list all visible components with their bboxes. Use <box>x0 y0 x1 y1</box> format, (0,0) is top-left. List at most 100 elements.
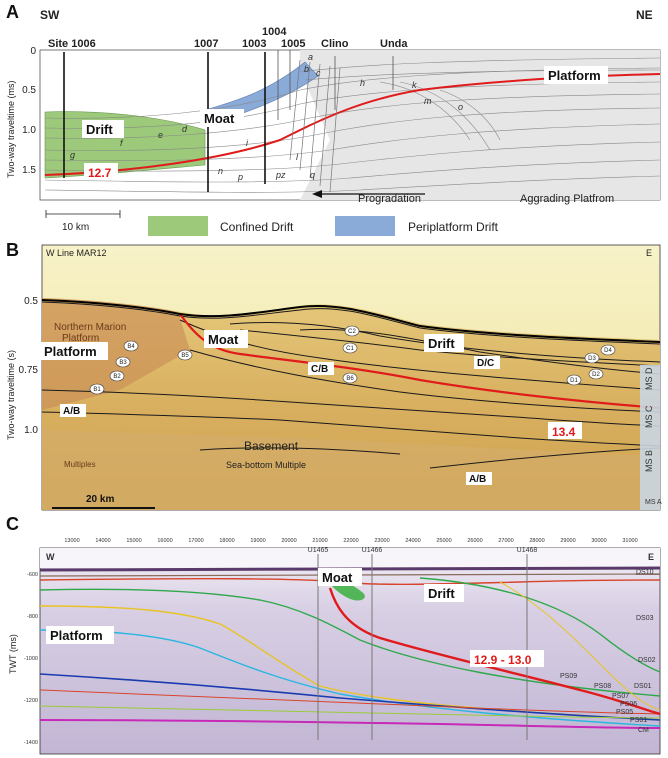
ms-label-d: MS D <box>644 367 654 390</box>
panel-c-y-tick: -1400 <box>24 740 38 746</box>
panel-c-west: W <box>46 552 55 562</box>
panel-b-ab-left-label: A/B <box>63 406 80 417</box>
panel-c-x-tick: 28000 <box>529 538 544 544</box>
panel-c-letter: C <box>6 514 19 534</box>
seq-circle-b1: B1 <box>89 383 105 395</box>
well-u1468-label: U1468 <box>517 547 538 554</box>
ms-label-c: MS C <box>644 405 654 428</box>
legend-periplatform-swatch <box>335 216 395 236</box>
panel-c-x-tick: 22000 <box>343 538 358 544</box>
seq-circle-b4: B4 <box>123 340 139 352</box>
svg-text:B5: B5 <box>181 353 189 359</box>
svg-text:D3: D3 <box>588 356 596 362</box>
panel-c-x-tick: 24000 <box>405 538 420 544</box>
panel-a-age-label: 12.7 <box>88 166 112 180</box>
seq-circle-d1: D1 <box>566 374 582 386</box>
panel-c-age-label: 12.9 - 13.0 <box>474 653 532 667</box>
seq-label-ds02: DS02 <box>638 657 656 664</box>
horizon-letter: g <box>70 150 75 160</box>
horizon-letter: l <box>296 152 299 162</box>
panel-c-east: E <box>648 552 654 562</box>
panel-b-line-name: W Line MAR12 <box>46 248 107 258</box>
legend-confined-swatch <box>148 216 208 236</box>
site-unda-label: Unda <box>380 38 408 50</box>
panel-b-y-tick: 0.75 <box>19 365 39 376</box>
horizon-letter: p <box>237 172 243 182</box>
seq-circle-b6: B6 <box>342 372 358 384</box>
panel-c-x-tick: 21000 <box>312 538 327 544</box>
horizon-letter: d <box>182 124 188 134</box>
svg-text:C1: C1 <box>346 346 354 352</box>
horizon-letter: e <box>158 130 163 140</box>
seq-circle-b5: B5 <box>177 349 193 361</box>
ms-label-b: MS B <box>644 450 654 472</box>
well-u1466-label: U1466 <box>362 547 383 554</box>
panel-c-x-tick: 19000 <box>250 538 265 544</box>
panel-c: C <box>0 514 668 758</box>
horizon-letter: q <box>310 170 315 180</box>
legend-periplatform-label: Periplatform Drift <box>408 220 499 234</box>
panel-c-platform-label: Platform <box>50 628 103 643</box>
panel-c-drift-label: Drift <box>428 586 455 601</box>
panel-a-figure: 0 0.5 1.0 1.5 Two-way traveltime (ms) SW… <box>6 8 661 236</box>
panel-b-cb-label: C/B <box>311 364 328 375</box>
panel-a-scale-label: 10 km <box>62 222 89 233</box>
panel-c-x-tick: 16000 <box>157 538 172 544</box>
seq-label-ps08: PS08 <box>594 683 611 690</box>
seq-label-ps07: PS07 <box>612 693 629 700</box>
panel-c-y-tick: -800 <box>27 614 38 620</box>
panel-b-figure: MS D MS C MS B MS A 0.5 0.75 1.0 Two-way… <box>6 244 662 511</box>
panel-a-y-axis-label: Two-way traveltime (ms) <box>6 80 16 178</box>
svg-text:D1: D1 <box>570 378 578 384</box>
panel-c-x-tick: 23000 <box>374 538 389 544</box>
svg-text:D4: D4 <box>604 348 612 354</box>
horizon-letter: f <box>120 138 124 148</box>
panel-b-sea-bottom-label: Sea-bottom Multiple <box>226 460 306 470</box>
panel-a-y-tick: 1.0 <box>22 125 36 136</box>
svg-text:B2: B2 <box>113 374 121 380</box>
seq-label-ps05: PS05 <box>616 709 633 716</box>
site-1007-label: 1007 <box>194 38 218 50</box>
seq-circle-b3: B3 <box>115 356 131 368</box>
panel-b-y-tick: 1.0 <box>24 425 38 436</box>
seq-label-ps06: PS06 <box>620 701 637 708</box>
legend-confined-label: Confined Drift <box>220 220 294 234</box>
seq-circle-d3: D3 <box>584 352 600 364</box>
panel-b-y-tick: 0.5 <box>24 296 38 307</box>
svg-text:C2: C2 <box>348 329 356 335</box>
panel-a-ne: NE <box>636 8 653 22</box>
panel-b-y-axis-label: Two-way traveltime (s) <box>6 350 16 440</box>
panel-c-figure: 13000 14000 15000 16000 17000 18000 1900… <box>8 538 661 755</box>
panel-b-multiples-label: Multiples <box>64 460 96 469</box>
site-1004-label: 1004 <box>262 26 287 38</box>
panel-c-y-tick: -1200 <box>24 698 38 704</box>
panel-a-y-tick: 1.5 <box>22 165 36 176</box>
site-1005-label: 1005 <box>281 38 305 50</box>
horizon-letter: pz <box>275 170 286 180</box>
panel-a-aggrading-label: Aggrading Platfrom <box>520 193 614 205</box>
panel-a-progradation-label: Progradation <box>358 193 421 205</box>
panel-b-drift-label: Drift <box>428 336 455 351</box>
panel-a-platform-label: Platform <box>548 68 601 83</box>
horizon-letter: a <box>308 52 313 62</box>
panel-b-letter: B <box>6 240 19 260</box>
seq-circle-b2: B2 <box>109 370 125 382</box>
panel-b-dc-label: D/C <box>477 358 494 369</box>
panel-c-y-axis-label: TWT (ms) <box>8 634 18 674</box>
horizon-letter: m <box>424 96 432 106</box>
panel-c-moat-label: Moat <box>322 570 353 585</box>
ms-label-a: MS A <box>645 499 662 506</box>
panel-a-sw: SW <box>40 8 60 22</box>
horizon-letter: b <box>304 64 309 74</box>
panel-c-x-tick: 17000 <box>188 538 203 544</box>
horizon-letter: h <box>360 78 365 88</box>
panel-c-x-tick: 29000 <box>560 538 575 544</box>
horizon-letter: o <box>458 102 463 112</box>
seq-label-cm: CM <box>638 727 649 734</box>
panel-c-x-tick: 20000 <box>281 538 296 544</box>
horizon-letter: n <box>218 166 223 176</box>
panel-c-y-tick: -600 <box>27 572 38 578</box>
panel-c-x-tick: 14000 <box>95 538 110 544</box>
panel-c-x-tick: 15000 <box>126 538 141 544</box>
site-1003-label: 1003 <box>242 38 266 50</box>
